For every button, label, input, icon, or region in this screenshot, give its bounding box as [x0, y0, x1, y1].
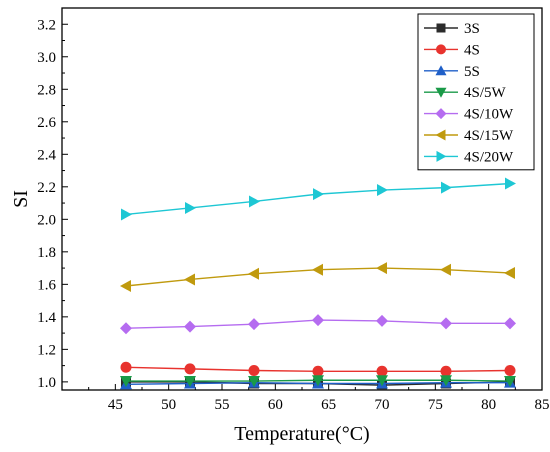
data-point [185, 201, 196, 214]
series-4s-20w [121, 177, 516, 221]
data-point [248, 267, 259, 280]
y-tick-label: 1.0 [37, 375, 56, 391]
series-4s-15w [120, 262, 515, 292]
data-point [440, 317, 452, 330]
data-point [376, 314, 388, 327]
legend-item: 3S [424, 21, 480, 37]
x-axis: 45 50 55 60 65 70 75 80 85 [88, 384, 550, 413]
legend-label: 4S/5W [464, 85, 507, 101]
data-point [248, 364, 260, 376]
series-4s-10w [120, 314, 516, 335]
legend-label: 5S [464, 64, 480, 80]
data-point [248, 376, 260, 388]
legend-label: 4S/15W [464, 128, 514, 144]
data-point [504, 376, 516, 388]
data-point [440, 375, 452, 387]
data-point [184, 320, 196, 333]
series-layer [120, 177, 516, 391]
y-tick-label: 2.6 [37, 115, 56, 131]
y-axis-title: SI [10, 190, 32, 208]
data-point [312, 263, 323, 276]
data-point [376, 365, 388, 377]
data-point [184, 376, 196, 388]
x-tick-label: 50 [161, 397, 176, 413]
data-point [249, 195, 260, 208]
legend-label: 4S [464, 42, 480, 58]
x-axis-title: Temperature(°C) [234, 423, 369, 445]
data-point [505, 177, 516, 190]
y-tick-label: 2.2 [37, 180, 56, 196]
legend-marker [435, 65, 447, 76]
legend-marker [435, 87, 447, 98]
data-point [120, 361, 132, 373]
y-tick-label: 2.4 [37, 147, 56, 163]
legend-item: 4S/10W [424, 107, 514, 123]
data-point [120, 376, 132, 388]
y-tick-label: 2.8 [37, 82, 56, 98]
data-point [312, 314, 324, 327]
legend-box [417, 13, 535, 171]
x-tick-label: 70 [375, 397, 390, 413]
data-point [184, 363, 196, 375]
data-point [377, 184, 388, 197]
y-axis: 1.0 1.2 1.4 1.6 1.8 2.0 2.2 2.4 2.6 2.8 3.0 3.2 [37, 17, 68, 391]
legend-label: 4S/20W [464, 149, 514, 165]
legend-item: 4S/5W [424, 85, 507, 101]
data-point [440, 365, 452, 377]
legend-item: 4S/20W [424, 149, 514, 165]
data-point [121, 208, 132, 221]
series-line [125, 182, 511, 216]
data-point [312, 375, 324, 387]
series-4s [120, 361, 516, 377]
legend-item: 4S/15W [424, 128, 514, 144]
x-tick-label: 55 [215, 397, 230, 413]
y-tick-label: 1.4 [37, 310, 56, 326]
legend-marker [436, 23, 446, 33]
y-tick-label: 1.8 [37, 245, 56, 261]
data-point [376, 262, 387, 275]
legend: 3S 4S 5S 4S/5W 4S/10W 4S/15W 4S/20W [417, 13, 535, 171]
data-point [313, 188, 324, 201]
data-point [248, 318, 260, 331]
legend-label: 3S [464, 21, 480, 37]
data-point [376, 375, 388, 387]
data-point [184, 273, 195, 286]
x-tick-label: 65 [321, 397, 336, 413]
y-tick-label: 1.6 [37, 277, 56, 293]
data-point [440, 263, 451, 276]
x-tick-label: 75 [428, 397, 443, 413]
data-point [504, 266, 515, 279]
legend-marker [436, 150, 447, 162]
legend-marker [436, 44, 446, 55]
x-tick-label: 85 [535, 397, 550, 413]
y-tick-label: 2.0 [37, 212, 56, 228]
data-point [312, 365, 324, 377]
x-tick-label: 45 [108, 397, 123, 413]
data-point [120, 322, 132, 335]
series-4s-5w [120, 375, 516, 388]
data-point [441, 181, 452, 194]
legend-marker [435, 108, 447, 120]
legend-label: 4S/10W [464, 107, 514, 123]
data-point [504, 364, 516, 376]
y-tick-label: 1.2 [37, 342, 56, 358]
legend-marker [435, 129, 446, 141]
data-point [504, 317, 516, 330]
x-tick-label: 60 [268, 397, 283, 413]
x-tick-label: 80 [481, 397, 496, 413]
y-tick-label: 3.0 [37, 50, 56, 66]
legend-item: 4S [424, 42, 480, 58]
data-point [120, 279, 131, 292]
y-tick-label: 3.2 [37, 17, 56, 33]
legend-item: 5S [424, 64, 480, 80]
